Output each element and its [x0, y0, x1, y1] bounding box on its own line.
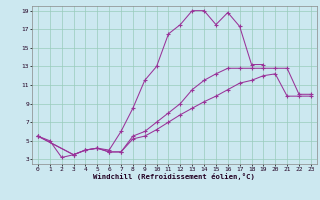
X-axis label: Windchill (Refroidissement éolien,°C): Windchill (Refroidissement éolien,°C) [93, 173, 255, 180]
